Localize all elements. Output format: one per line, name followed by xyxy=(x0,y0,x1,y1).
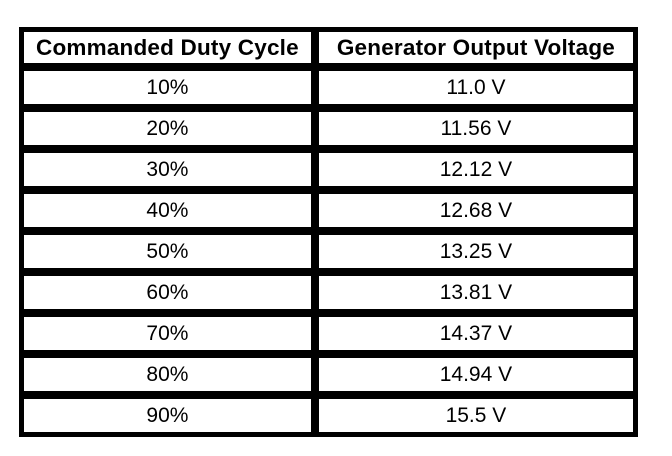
duty-cycle-value: 90% xyxy=(20,395,315,436)
output-voltage-value: 11.0 V xyxy=(314,67,637,108)
output-voltage-value: 12.68 V xyxy=(314,190,637,231)
output-voltage-value: 14.37 V xyxy=(314,313,637,354)
output-voltage-value: 11.56 V xyxy=(314,108,637,149)
duty-cycle-value: 70% xyxy=(20,313,315,354)
header-row: Commanded Duty Cycle Generator Output Vo… xyxy=(20,28,637,67)
table-row: 30% 12.12 V xyxy=(20,149,637,190)
column-header-duty-cycle: Commanded Duty Cycle xyxy=(20,28,315,67)
output-voltage-value: 14.94 V xyxy=(314,354,637,395)
table-row: 10% 11.0 V xyxy=(20,67,637,108)
column-header-output-voltage: Generator Output Voltage xyxy=(314,28,637,67)
table-row: 90% 15.5 V xyxy=(20,395,637,436)
duty-cycle-value: 10% xyxy=(20,67,315,108)
table-header: Commanded Duty Cycle Generator Output Vo… xyxy=(20,28,637,67)
duty-cycle-voltage-table: Commanded Duty Cycle Generator Output Vo… xyxy=(19,27,638,437)
table-row: 70% 14.37 V xyxy=(20,313,637,354)
duty-cycle-value: 60% xyxy=(20,272,315,313)
duty-cycle-value: 30% xyxy=(20,149,315,190)
table-row: 80% 14.94 V xyxy=(20,354,637,395)
table-row: 50% 13.25 V xyxy=(20,231,637,272)
output-voltage-value: 13.25 V xyxy=(314,231,637,272)
duty-cycle-value: 40% xyxy=(20,190,315,231)
duty-cycle-value: 20% xyxy=(20,108,315,149)
table-row: 20% 11.56 V xyxy=(20,108,637,149)
table-row: 60% 13.81 V xyxy=(20,272,637,313)
output-voltage-value: 13.81 V xyxy=(314,272,637,313)
table-row: 40% 12.68 V xyxy=(20,190,637,231)
output-voltage-value: 15.5 V xyxy=(314,395,637,436)
output-voltage-value: 12.12 V xyxy=(314,149,637,190)
duty-cycle-value: 50% xyxy=(20,231,315,272)
duty-cycle-voltage-table-container: Commanded Duty Cycle Generator Output Vo… xyxy=(19,27,638,437)
duty-cycle-value: 80% xyxy=(20,354,315,395)
